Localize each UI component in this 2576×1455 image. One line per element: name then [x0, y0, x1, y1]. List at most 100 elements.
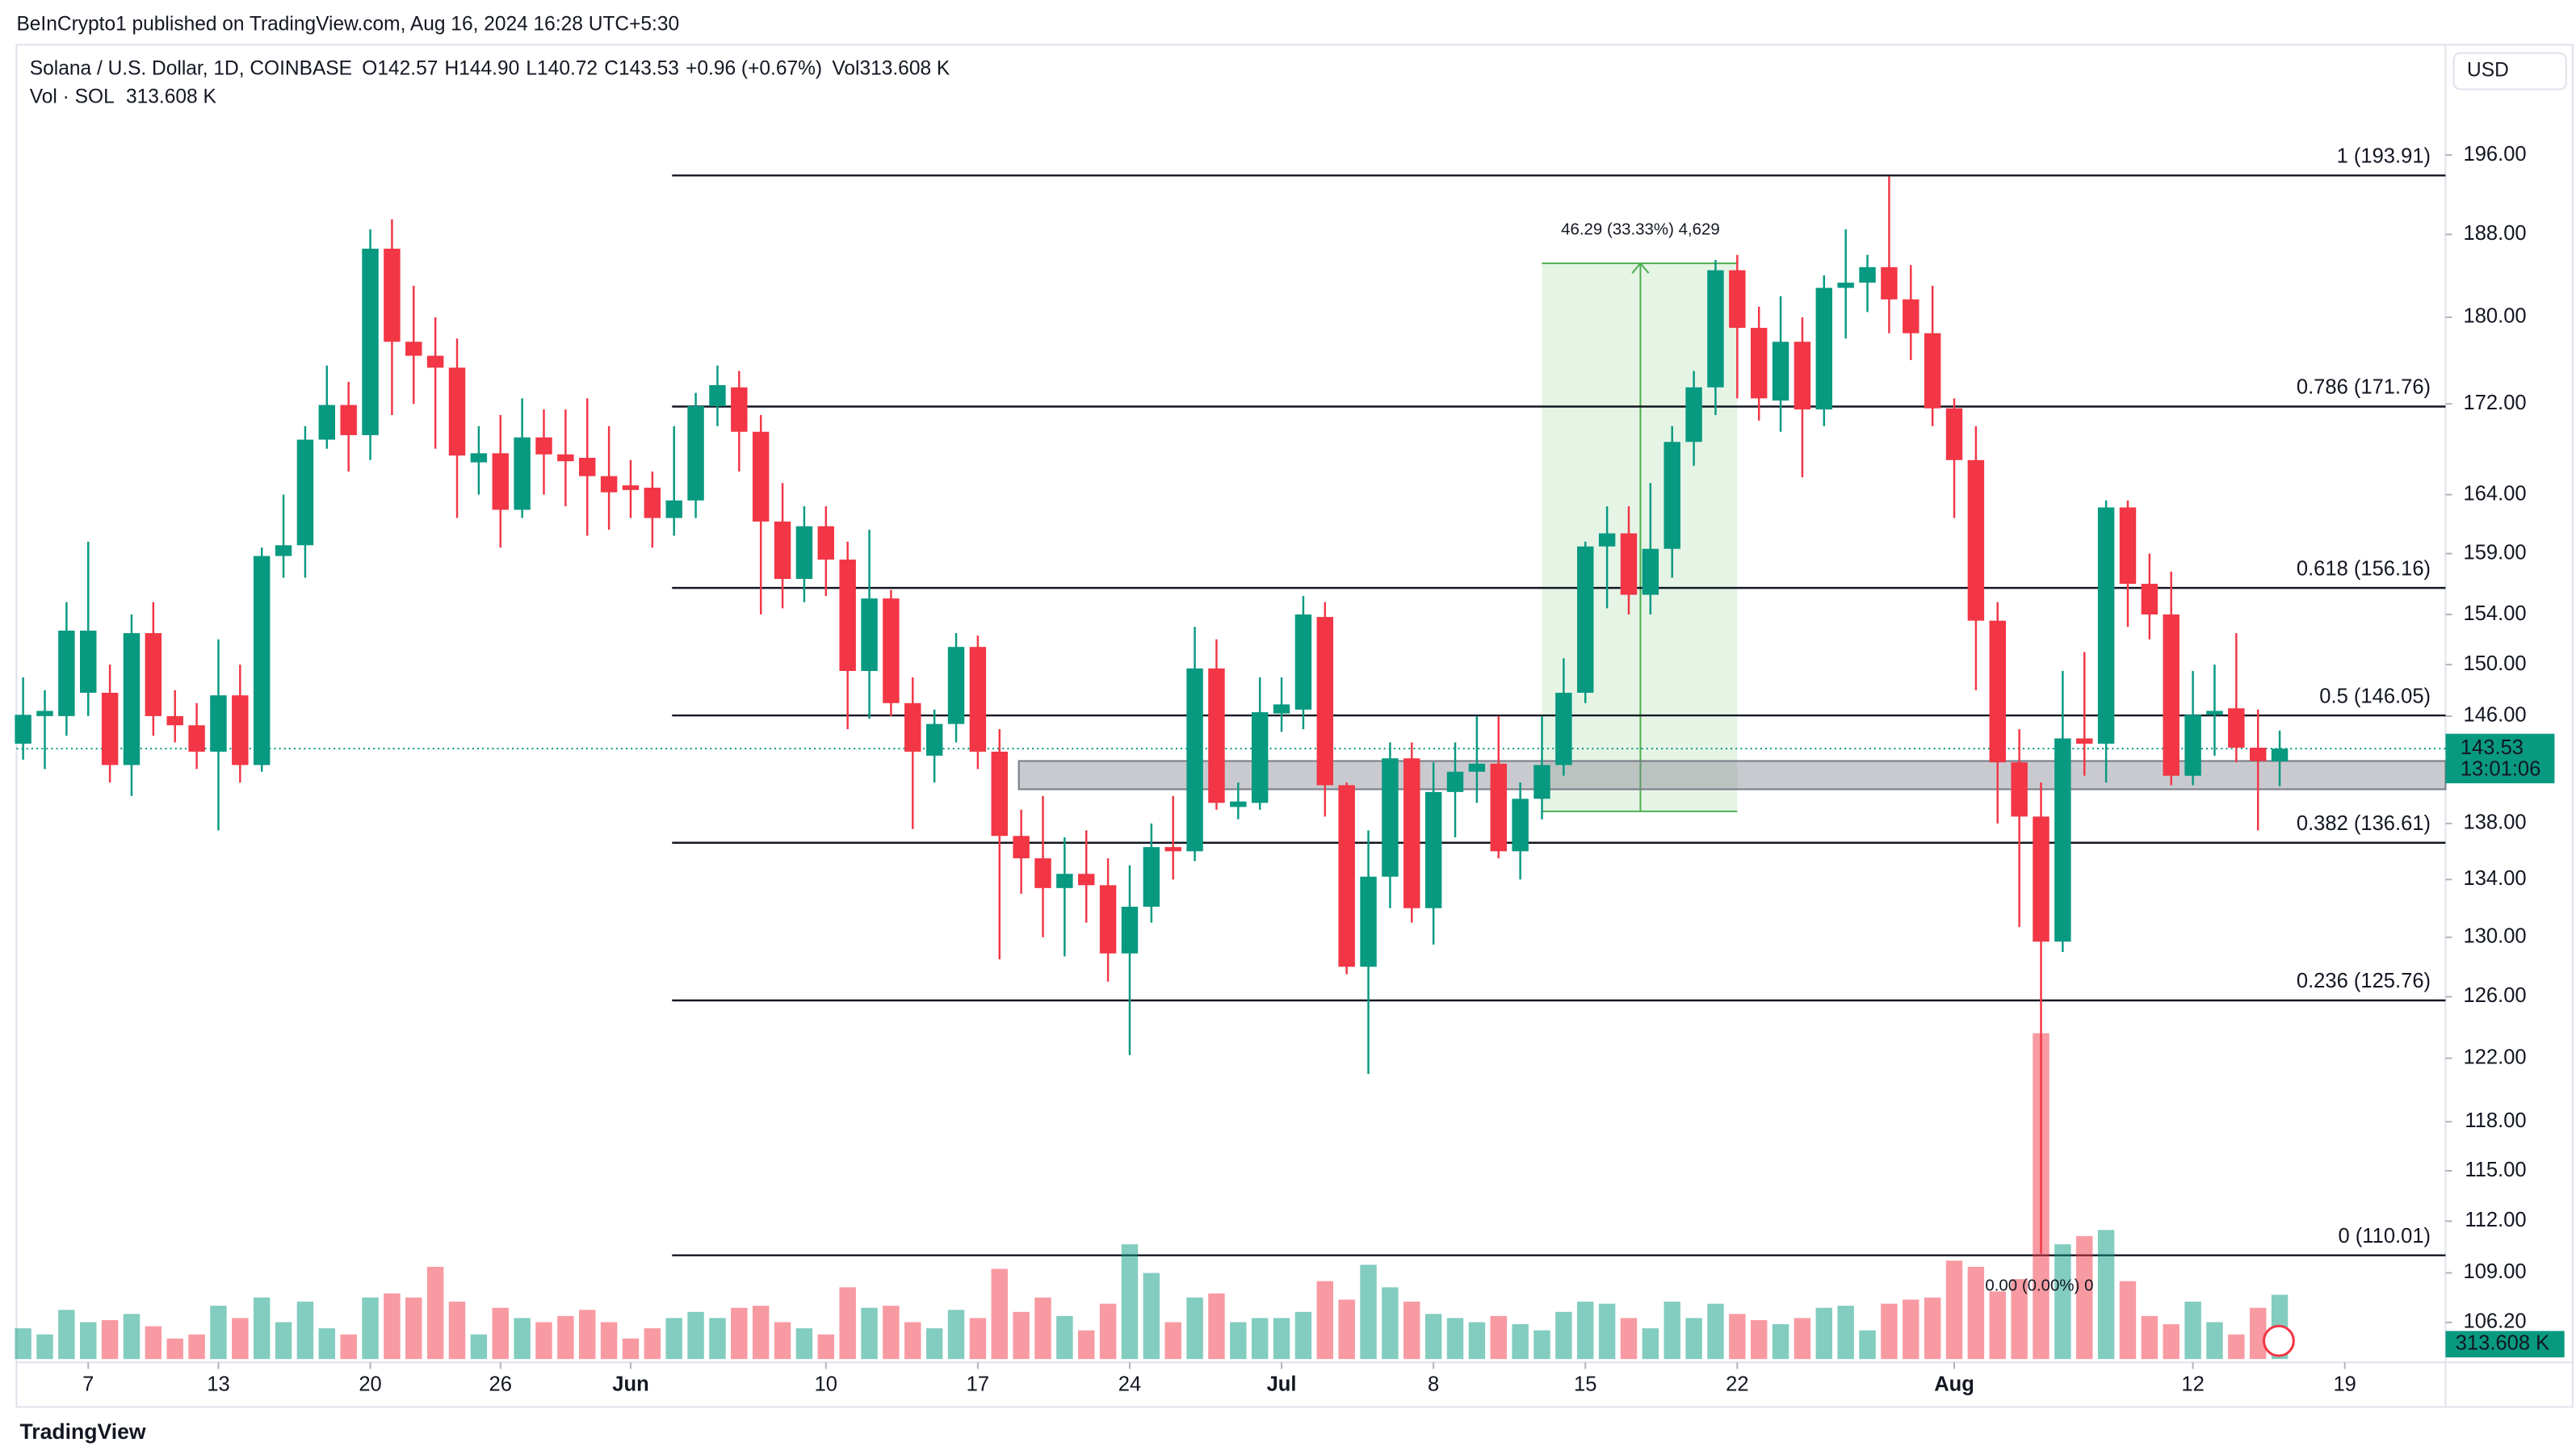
candle-body — [426, 355, 444, 368]
candle-body — [1424, 791, 1442, 908]
candle-body — [1881, 266, 1898, 300]
candle-wick — [1866, 254, 1869, 312]
candle-body — [991, 751, 1008, 837]
volume-bar — [1164, 1322, 1181, 1360]
candle-body — [1794, 342, 1811, 410]
volume-bar — [1837, 1306, 1854, 1360]
y-tick-label: 138.00 — [2464, 811, 2527, 834]
volume-bar — [774, 1322, 791, 1360]
legend-change: +0.96 (+0.67%) — [686, 58, 822, 80]
candle-body — [470, 453, 488, 463]
volume-bar — [1099, 1303, 1117, 1360]
x-tick-label: Jul — [1267, 1373, 1297, 1396]
candle-wick — [912, 677, 914, 829]
volume-bar — [579, 1310, 596, 1360]
volume-bar — [2097, 1230, 2115, 1360]
candle-wick — [44, 690, 46, 769]
candle-body — [1967, 459, 1985, 621]
volume-bar — [384, 1293, 401, 1360]
volume-bar — [969, 1318, 987, 1360]
candle-body — [1164, 847, 1181, 852]
volume-value: 313.608 K — [126, 86, 216, 107]
legend-value: 140.72 — [537, 58, 598, 80]
candle-body — [1273, 704, 1290, 714]
candle-body — [1078, 874, 1095, 886]
candle-body — [969, 647, 987, 752]
candle-body — [1837, 283, 1854, 288]
x-tick-label: 7 — [82, 1373, 94, 1396]
candle-body — [687, 405, 704, 501]
candle-body — [1989, 620, 2006, 763]
volume-bar — [318, 1328, 336, 1360]
candle-body — [1772, 342, 1789, 401]
volume-bar — [514, 1318, 531, 1360]
x-tick-label: 8 — [1428, 1373, 1439, 1396]
y-tick-label: 154.00 — [2464, 602, 2527, 625]
volume-bar — [166, 1338, 183, 1360]
candle-body — [883, 598, 900, 703]
volume-bar — [1186, 1298, 1203, 1360]
x-tick-label: 19 — [2333, 1373, 2356, 1396]
candle-body — [1533, 765, 1550, 799]
x-tick-label: 12 — [2181, 1373, 2204, 1396]
x-tick-label: 24 — [1118, 1373, 1141, 1396]
candle-body — [1360, 876, 1377, 967]
volume-bar — [2141, 1315, 2159, 1360]
volume-bar — [1729, 1314, 1746, 1360]
x-tick-label: Jun — [612, 1373, 648, 1396]
legend-volume: 313.608 K — [859, 58, 950, 80]
candle-body — [1316, 617, 1334, 786]
candle-body — [1382, 758, 1399, 877]
volume-bar — [1468, 1322, 1486, 1360]
candle-body — [557, 454, 574, 462]
candle-wick — [1475, 715, 1479, 803]
y-tick-label: 134.00 — [2464, 867, 2527, 890]
candle-body — [1294, 614, 1312, 710]
candle-body — [579, 457, 596, 476]
candle-body — [1663, 442, 1680, 549]
candle-body — [166, 715, 183, 726]
candle-body — [1186, 668, 1203, 852]
candle-body — [1598, 533, 1616, 547]
volume-bar — [665, 1318, 682, 1360]
last-price-label: 143.53 — [2461, 736, 2524, 759]
volume-bar — [1294, 1311, 1312, 1360]
y-tick-label: 146.00 — [2464, 704, 2527, 727]
volume-bar — [1360, 1264, 1377, 1360]
volume-bar — [861, 1307, 878, 1360]
candle-body — [384, 248, 401, 342]
y-tick-label: 188.00 — [2464, 222, 2527, 245]
candle-wick — [282, 494, 285, 578]
candle-wick — [2018, 729, 2020, 928]
candle-wick — [998, 729, 1001, 960]
volume-bar — [1490, 1315, 1507, 1360]
fib-label: 0 (110.01) — [2338, 1225, 2431, 1247]
volume-bar — [1403, 1302, 1420, 1360]
volume-bar — [1230, 1322, 1247, 1360]
candle-wick — [1172, 795, 1174, 880]
volume-bar — [405, 1298, 422, 1360]
candle-body — [492, 453, 509, 510]
y-tick-label: 164.00 — [2464, 482, 2527, 505]
volume-bar — [2076, 1235, 2093, 1360]
fib-label: 0.5 (146.05) — [2319, 685, 2431, 707]
volume-bar — [2163, 1324, 2180, 1360]
measure-arrowhead — [1631, 262, 1650, 275]
countdown: 13:01:06 — [2461, 757, 2540, 780]
candle-body — [1750, 328, 1768, 399]
published-note: BeInCrypto1 published on TradingView.com… — [16, 13, 679, 35]
candle-body — [1577, 546, 1594, 693]
volume-bar — [1338, 1299, 1355, 1360]
currency-button[interactable] — [2452, 52, 2567, 90]
candle-body — [861, 598, 878, 671]
currency: USD — [2467, 60, 2509, 82]
candle-body — [1251, 712, 1269, 803]
legend-key: Vol — [832, 58, 859, 80]
candle-body — [1056, 874, 1073, 888]
candle-wick — [2040, 782, 2042, 1254]
symbol-title: Solana / U.S. Dollar, 1D, COINBASE — [30, 58, 352, 80]
candle-body — [947, 647, 965, 724]
legend-key: O — [362, 58, 377, 80]
candle-body — [1729, 270, 1746, 329]
